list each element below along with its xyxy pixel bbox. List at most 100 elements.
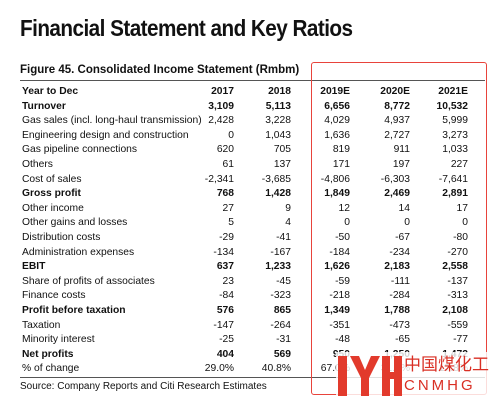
cell: 3,228 xyxy=(265,115,291,127)
cell: 1,428 xyxy=(265,188,291,200)
rule xyxy=(20,377,485,378)
cell: -41 xyxy=(276,232,291,243)
cell: -134 xyxy=(213,246,234,258)
cell: 9 xyxy=(285,202,291,214)
cell: -67 xyxy=(395,232,410,243)
row-label: Others xyxy=(22,159,53,170)
cell: 5 xyxy=(228,217,234,229)
cell: -218 xyxy=(329,290,350,302)
cell: -313 xyxy=(447,290,468,302)
cell: 4,937 xyxy=(384,115,410,127)
cell: -184 xyxy=(329,246,350,258)
row-label: Other income xyxy=(22,202,84,214)
cell: -111 xyxy=(390,275,410,287)
header-cell: 2017 xyxy=(211,86,234,97)
cell: 2,727 xyxy=(384,129,410,141)
row-label: Engineering design and construction xyxy=(22,129,189,141)
header-cell: 2019E xyxy=(320,86,350,97)
cell: 61 xyxy=(222,159,234,170)
row-label: Finance costs xyxy=(22,290,86,302)
cell: -45 xyxy=(276,275,291,287)
cell: -84 xyxy=(219,290,234,302)
cell: 1,626 xyxy=(324,261,350,273)
row-label: EBIT xyxy=(22,261,46,273)
cell: 620 xyxy=(216,144,234,156)
row-label: Administration expenses xyxy=(22,246,135,258)
row-label: Net profits xyxy=(22,348,74,360)
header-label: Year to Dec xyxy=(22,86,79,97)
cell: 819 xyxy=(332,144,350,156)
row-label: Gas sales (incl. long-haul transmission) xyxy=(22,115,202,127)
row-label: Minority interest xyxy=(22,334,95,346)
source: Source: Company Reports and Citi Researc… xyxy=(20,381,267,392)
cell: -29 xyxy=(219,232,234,243)
cell: 137 xyxy=(273,159,291,170)
cell: 2,428 xyxy=(208,115,234,127)
cell: 1,849 xyxy=(324,188,350,200)
cell: 1,636 xyxy=(324,129,350,141)
cell: -77 xyxy=(453,334,468,346)
figure-caption: Figure 45. Consolidated Income Statement… xyxy=(20,64,300,76)
cell: 2,558 xyxy=(442,261,468,273)
cell: -137 xyxy=(447,275,468,287)
row-label: Turnover xyxy=(22,100,66,112)
cell: 6,656 xyxy=(324,100,350,112)
cell: -270 xyxy=(447,246,468,258)
cell: -559 xyxy=(447,319,468,331)
cell: 0 xyxy=(404,217,410,229)
cell: 2,108 xyxy=(442,305,468,316)
rule xyxy=(20,80,485,81)
header-cell: 2020E xyxy=(380,86,410,97)
row-label: Gross profit xyxy=(22,188,81,200)
cell: -48 xyxy=(335,334,350,346)
cell: 0 xyxy=(462,217,468,229)
cell: 3,109 xyxy=(208,100,234,112)
cell: -6,303 xyxy=(380,173,410,185)
header-cell: 2018 xyxy=(268,86,291,97)
watermark-en: CNMHG xyxy=(404,377,476,394)
row-label: Distribution costs xyxy=(22,232,101,243)
cell: 0 xyxy=(344,217,350,229)
cell: 5,113 xyxy=(265,100,291,112)
cell: 14 xyxy=(398,202,410,214)
cell: 4,029 xyxy=(324,115,350,127)
cell: 2,183 xyxy=(384,261,410,273)
cell: 23 xyxy=(222,275,234,287)
row-label: Gas pipeline connections xyxy=(22,144,138,156)
cell: 0 xyxy=(228,129,234,141)
cell: -7,641 xyxy=(438,173,468,185)
cell: -4,806 xyxy=(320,173,350,185)
watermark-logo xyxy=(338,356,402,396)
row-label: Taxation xyxy=(22,319,61,331)
cell: 1,033 xyxy=(442,144,468,156)
cell: 227 xyxy=(450,159,468,170)
cell: 197 xyxy=(392,159,410,170)
cell: 576 xyxy=(216,305,234,316)
row-label: Cost of sales xyxy=(22,173,82,185)
cell: 637 xyxy=(216,261,234,273)
cell: 29.0% xyxy=(204,363,234,375)
row-label: Profit before taxation xyxy=(22,305,126,316)
cell: 1,233 xyxy=(265,261,291,273)
cell: 40.8% xyxy=(261,363,291,375)
cell: -80 xyxy=(453,232,468,243)
cell: -264 xyxy=(270,319,291,331)
cell: 705 xyxy=(273,144,291,156)
cell: -323 xyxy=(270,290,291,302)
cell: 1,349 xyxy=(324,305,350,316)
cell: 2,469 xyxy=(384,188,410,200)
cell: 768 xyxy=(216,188,234,200)
cell: 5,999 xyxy=(442,115,468,127)
cell: 2,891 xyxy=(442,188,468,200)
row-label: % of change xyxy=(22,363,80,375)
watermark-cn: 中国煤化工 xyxy=(404,355,489,374)
cell: 1,788 xyxy=(384,305,410,316)
cell: -65 xyxy=(395,334,410,346)
cell: 404 xyxy=(216,348,234,360)
cell: -234 xyxy=(389,246,410,258)
cell: -351 xyxy=(329,319,350,331)
cell: 67.0% xyxy=(321,363,350,375)
cell: -25 xyxy=(219,334,234,346)
title: Financial Statement and Key Ratios xyxy=(20,15,353,41)
